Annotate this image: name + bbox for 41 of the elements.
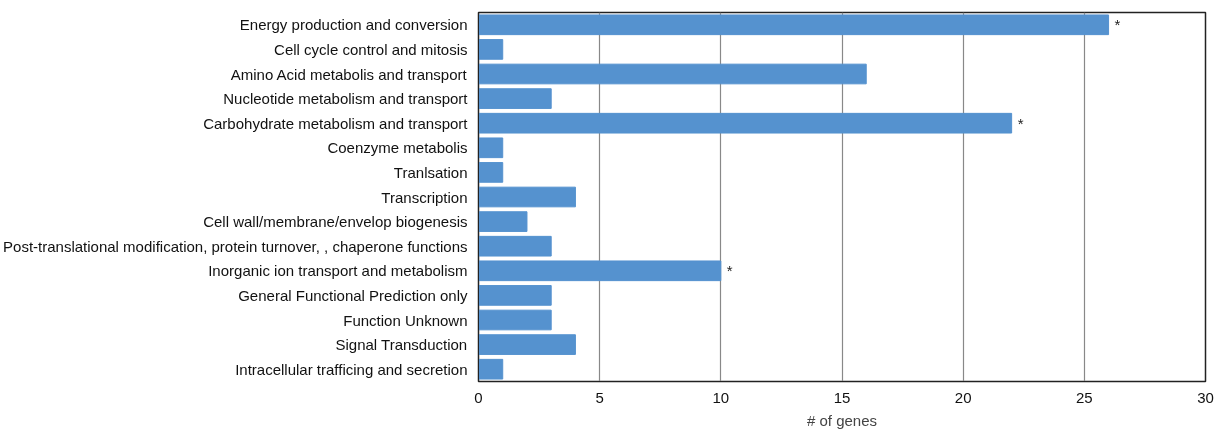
x-axis-title: # of genes: [806, 411, 878, 429]
y-tick-label: Energy production and conversion: [239, 16, 468, 34]
bar: [478, 358, 504, 380]
bar: [478, 285, 552, 306]
bar: [478, 235, 552, 257]
bar: [478, 334, 576, 355]
x-tick-label: 0: [474, 388, 483, 406]
y-tick-label: Carbohydrate metabolism and transport: [203, 114, 469, 132]
bar: [478, 63, 867, 85]
bar: [478, 88, 552, 109]
bar: [478, 14, 1110, 36]
bar: [478, 309, 552, 331]
x-tick-label: 25: [1075, 388, 1093, 406]
y-tick-label: Tranlsation: [393, 163, 468, 181]
y-tick-label: Cell wall/membrane/envelop biogenesis: [203, 213, 468, 231]
x-tick-label: 5: [595, 388, 604, 406]
bar: [478, 39, 504, 60]
annotation: *: [726, 262, 733, 280]
y-tick-label: Transcription: [381, 188, 468, 206]
y-tick-label: Cell cycle control and mitosis: [274, 40, 468, 58]
annotation: *: [1017, 114, 1024, 132]
x-tick-label: 20: [954, 388, 972, 406]
x-tick-label: 15: [833, 388, 851, 406]
bar: [478, 137, 504, 159]
y-tick-label: Function Unknown: [343, 311, 468, 329]
bar: [478, 260, 722, 282]
bar: [478, 186, 576, 208]
x-tick-label: 10: [712, 388, 730, 406]
y-tick-label: Nucleotide metabolism and transport: [223, 90, 469, 108]
annotation: *: [1114, 16, 1121, 34]
bar: [478, 112, 1013, 134]
y-tick-label: Signal Transduction: [335, 336, 468, 354]
y-tick-label: Amino Acid metabolis and transport: [230, 65, 468, 83]
y-tick-label: Post-translational modification, protein turnover, , chaperone functions: [3, 237, 468, 255]
y-tick-label: Intracellular trafficing and secretion: [235, 360, 468, 378]
y-tick-label: Coenzyme metabolis: [327, 139, 468, 157]
bar: [478, 211, 528, 232]
y-tick-label: Inorganic ion transport and metabolism: [208, 262, 468, 280]
y-tick-label: General Functional Prediction only: [238, 286, 468, 304]
x-tick-label: 30: [1197, 388, 1214, 406]
bar: [478, 162, 504, 183]
